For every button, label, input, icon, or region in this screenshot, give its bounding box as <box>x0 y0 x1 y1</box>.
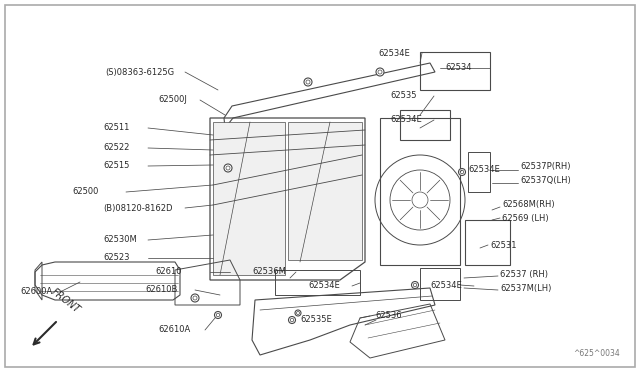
Polygon shape <box>288 122 362 260</box>
Text: 62536: 62536 <box>375 311 402 321</box>
Text: 62523: 62523 <box>103 253 129 263</box>
Text: 62534E: 62534E <box>390 115 422 125</box>
Circle shape <box>216 313 220 317</box>
Circle shape <box>304 78 312 86</box>
Text: 62534: 62534 <box>445 64 472 73</box>
Text: 62500: 62500 <box>72 187 99 196</box>
Text: 62610: 62610 <box>155 267 182 276</box>
Circle shape <box>224 164 232 172</box>
Text: 62610B: 62610B <box>145 285 177 295</box>
Text: 62515: 62515 <box>103 161 129 170</box>
Circle shape <box>376 68 384 76</box>
Text: 62511: 62511 <box>103 124 129 132</box>
Circle shape <box>296 311 300 314</box>
Text: 62534E: 62534E <box>308 282 340 291</box>
Text: 62600A: 62600A <box>20 288 52 296</box>
Text: 62537 (RH): 62537 (RH) <box>500 269 548 279</box>
Circle shape <box>378 70 382 74</box>
Text: 62537P(RH): 62537P(RH) <box>520 161 570 170</box>
Circle shape <box>460 170 464 174</box>
Text: ^625^0034: ^625^0034 <box>573 349 620 358</box>
Circle shape <box>306 80 310 84</box>
Text: 62530M: 62530M <box>103 235 137 244</box>
Text: 62500J: 62500J <box>158 96 187 105</box>
Text: 62537M(LH): 62537M(LH) <box>500 283 552 292</box>
Circle shape <box>289 317 296 324</box>
Text: 62536M: 62536M <box>252 267 286 276</box>
Text: 62535: 62535 <box>390 92 417 100</box>
Circle shape <box>412 192 428 208</box>
Text: 62535E: 62535E <box>300 315 332 324</box>
Text: 62568M(RH): 62568M(RH) <box>502 199 555 208</box>
Circle shape <box>295 310 301 316</box>
Circle shape <box>193 296 197 300</box>
Text: FRONT: FRONT <box>50 287 83 315</box>
Circle shape <box>291 318 294 322</box>
Text: 62534E: 62534E <box>430 282 461 291</box>
Text: 62522: 62522 <box>103 144 129 153</box>
Polygon shape <box>213 122 285 275</box>
Text: 62537Q(LH): 62537Q(LH) <box>520 176 571 185</box>
Text: 62534E: 62534E <box>378 48 410 58</box>
Text: 62534E: 62534E <box>468 166 500 174</box>
Text: 62569 (LH): 62569 (LH) <box>502 214 548 222</box>
Circle shape <box>191 294 199 302</box>
Text: 62610A: 62610A <box>158 326 190 334</box>
Circle shape <box>412 282 419 289</box>
Circle shape <box>214 311 221 318</box>
Circle shape <box>413 283 417 287</box>
Text: (S)08363-6125G: (S)08363-6125G <box>105 67 174 77</box>
Circle shape <box>458 169 465 176</box>
Circle shape <box>226 166 230 170</box>
Text: (B)08120-8162D: (B)08120-8162D <box>103 203 173 212</box>
Text: 62531: 62531 <box>490 241 516 250</box>
